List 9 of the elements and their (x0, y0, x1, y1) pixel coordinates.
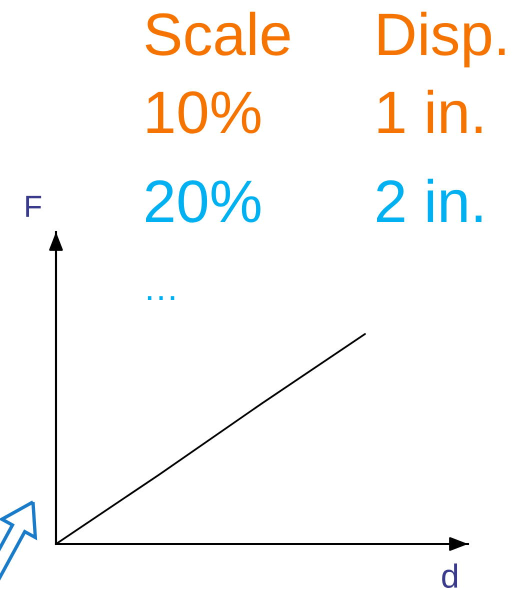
text: Disp. (378, 12, 505, 68)
text: … (148, 296, 174, 300)
text: 1 in. (378, 90, 482, 133)
x-axis-title: d (442, 563, 458, 588)
y-axis-title: F (26, 196, 42, 217)
text: 10% (148, 91, 260, 134)
text: Scale (146, 12, 290, 56)
text: 20% (146, 180, 260, 223)
text: 2 in. (377, 178, 482, 222)
